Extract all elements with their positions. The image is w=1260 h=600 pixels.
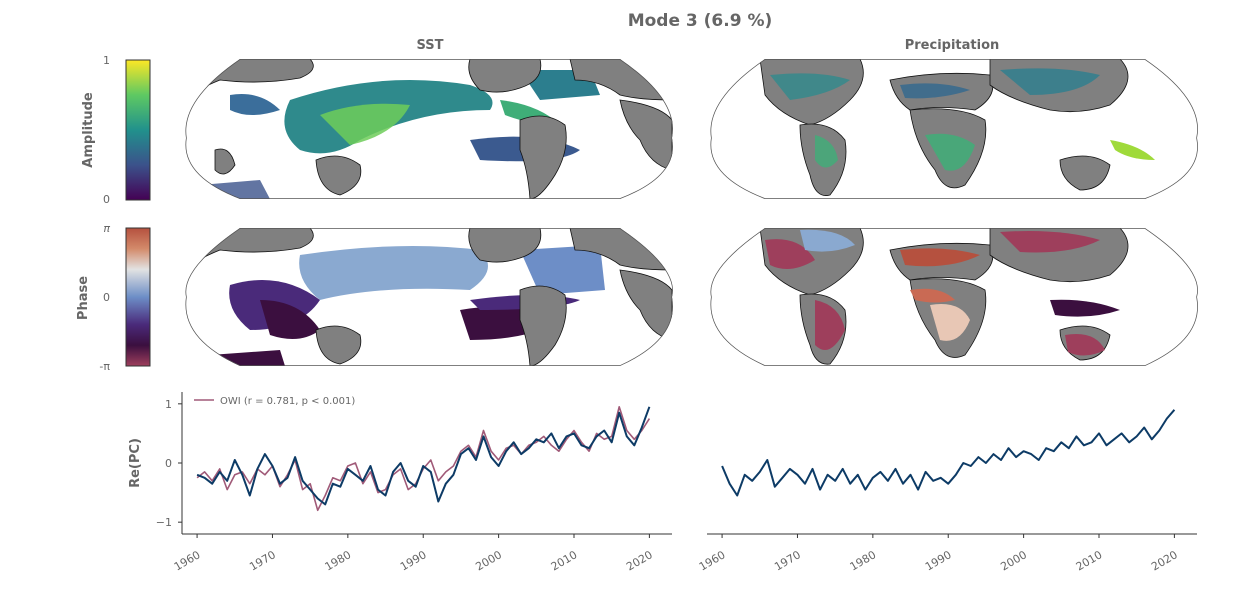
phase-colorbar-label: Phase (76, 276, 91, 320)
column-title-sst: SST (416, 38, 443, 53)
x-tick-label: 2020 (624, 548, 655, 573)
x-tick-label: 1990 (398, 548, 429, 573)
x-tick-label: 1990 (923, 548, 954, 573)
x-tick-label: 1960 (697, 548, 728, 573)
x-tick-label: 2010 (1074, 548, 1105, 573)
sst-phase-field (210, 245, 605, 366)
phase-colorbar-tick-top: π (103, 222, 110, 235)
series-pc-line (721, 409, 1176, 497)
x-tick-label: 2020 (1149, 548, 1180, 573)
precip-amplitude-field (770, 68, 1155, 171)
x-tick-label: 1980 (848, 548, 879, 573)
phase-colorbar-gradient (125, 227, 151, 367)
y-tick-label: −1 (156, 516, 172, 529)
amplitude-colorbar: 1 0 Amplitude (81, 54, 151, 206)
y-tick-label: 1 (165, 398, 172, 411)
x-tick-label: 1960 (172, 548, 203, 573)
pc-timeseries-precip-axes: 1960 1970 1980 1990 2000 2010 2020 (697, 533, 1197, 574)
phase-colorbar-tick-bottom: -π (99, 360, 110, 373)
sst-phase-land (185, 228, 673, 366)
legend: OWI (r = 0.781, p < 0.001) (194, 396, 355, 407)
x-tick-label: 2000 (473, 548, 504, 573)
map-sst-amplitude (185, 59, 673, 199)
figure-title: Mode 3 (6.9 %) (628, 11, 773, 31)
pc-timeseries-sst-lines (196, 405, 651, 512)
pc-ylabel: Re(PC) (128, 438, 143, 488)
phase-colorbar: π 0 -π Phase (76, 222, 151, 373)
map-precip-phase (710, 228, 1198, 366)
x-tick-label: 2000 (998, 548, 1029, 573)
column-title-precipitation: Precipitation (905, 38, 1000, 53)
x-tick-label: 1970 (247, 548, 278, 573)
y-tick-label: 0 (165, 457, 172, 470)
legend-label-owi: OWI (r = 0.781, p < 0.001) (220, 396, 355, 407)
pc-timeseries-sst-axes: 1960 1970 1980 1990 2000 2010 2020 −1 0 1 (156, 392, 672, 574)
amplitude-colorbar-label: Amplitude (81, 92, 96, 168)
x-tick-label: 1970 (772, 548, 803, 573)
amplitude-colorbar-tick-bottom: 0 (103, 193, 110, 206)
precip-phase-field (765, 229, 1120, 356)
pc-timeseries-precip-lines (721, 409, 1176, 497)
series-pc-line (196, 406, 651, 506)
x-tick-label: 2010 (549, 548, 580, 573)
map-precip-amplitude (710, 59, 1198, 199)
pc-timeseries-precip: 1960 1970 1980 1990 2000 2010 2020 (697, 409, 1197, 574)
amplitude-colorbar-tick-top: 1 (103, 54, 110, 67)
x-tick-label: 1980 (323, 548, 354, 573)
phase-colorbar-tick-mid: 0 (103, 291, 110, 304)
map-sst-phase (185, 228, 673, 366)
amplitude-colorbar-gradient (125, 59, 151, 201)
series-owi-line (196, 405, 651, 512)
pc-timeseries-sst: 1960 1970 1980 1990 2000 2010 2020−101 Re(PC) … (128, 392, 672, 574)
